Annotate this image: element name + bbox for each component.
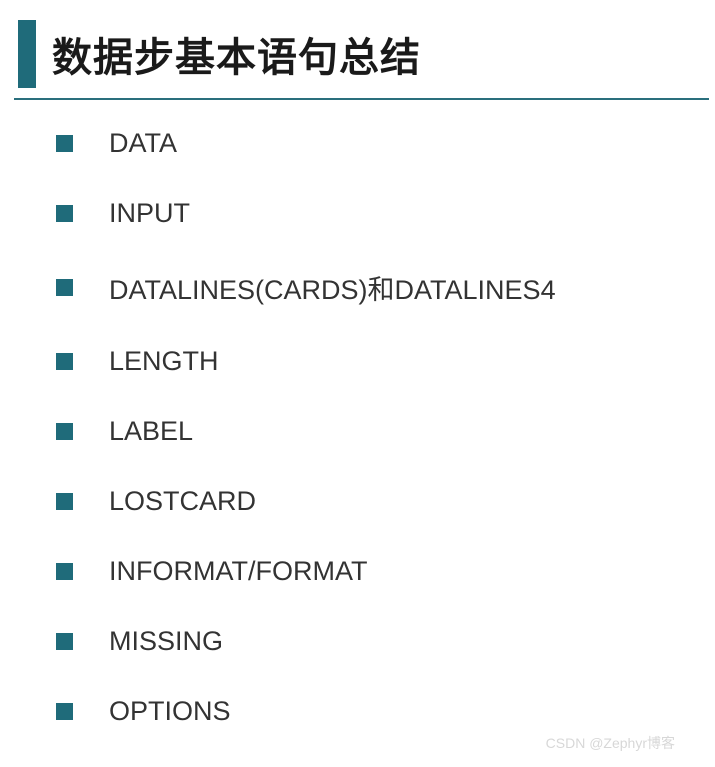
list-item: INFORMAT/FORMAT [56, 556, 715, 587]
list-item: DATALINES(CARDS)和DATALINES4 [56, 268, 715, 307]
bullet-icon [56, 703, 73, 720]
item-text: INFORMAT/FORMAT [109, 556, 367, 587]
item-text: LOSTCARD [109, 486, 256, 517]
watermark: CSDN @Zephyr博客 [546, 733, 675, 753]
bullet-icon [56, 423, 73, 440]
list-item: DATA [56, 128, 715, 159]
bullet-icon [56, 205, 73, 222]
bullet-icon [56, 353, 73, 370]
list-item: MISSING [56, 626, 715, 657]
bullet-icon [56, 279, 73, 296]
statement-list: DATA INPUT DATALINES(CARDS)和DATALINES4 L… [0, 100, 715, 727]
bullet-icon [56, 135, 73, 152]
list-item: INPUT [56, 198, 715, 229]
list-item: LENGTH [56, 346, 715, 377]
item-text: MISSING [109, 626, 223, 657]
bullet-icon [56, 493, 73, 510]
item-text: DATALINES(CARDS)和DATALINES4 [109, 268, 556, 307]
accent-bar [18, 20, 36, 88]
item-text: LABEL [109, 416, 193, 447]
item-text: INPUT [109, 198, 190, 229]
bullet-icon [56, 633, 73, 650]
page-title: 数据步基本语句总结 [52, 25, 421, 83]
list-item: LOSTCARD [56, 486, 715, 517]
list-item: OPTIONS [56, 696, 715, 727]
header-container: 数据步基本语句总结 [0, 0, 715, 88]
bullet-icon [56, 563, 73, 580]
item-text: LENGTH [109, 346, 219, 377]
list-item: LABEL [56, 416, 715, 447]
item-text: DATA [109, 128, 177, 159]
item-text: OPTIONS [109, 696, 231, 727]
